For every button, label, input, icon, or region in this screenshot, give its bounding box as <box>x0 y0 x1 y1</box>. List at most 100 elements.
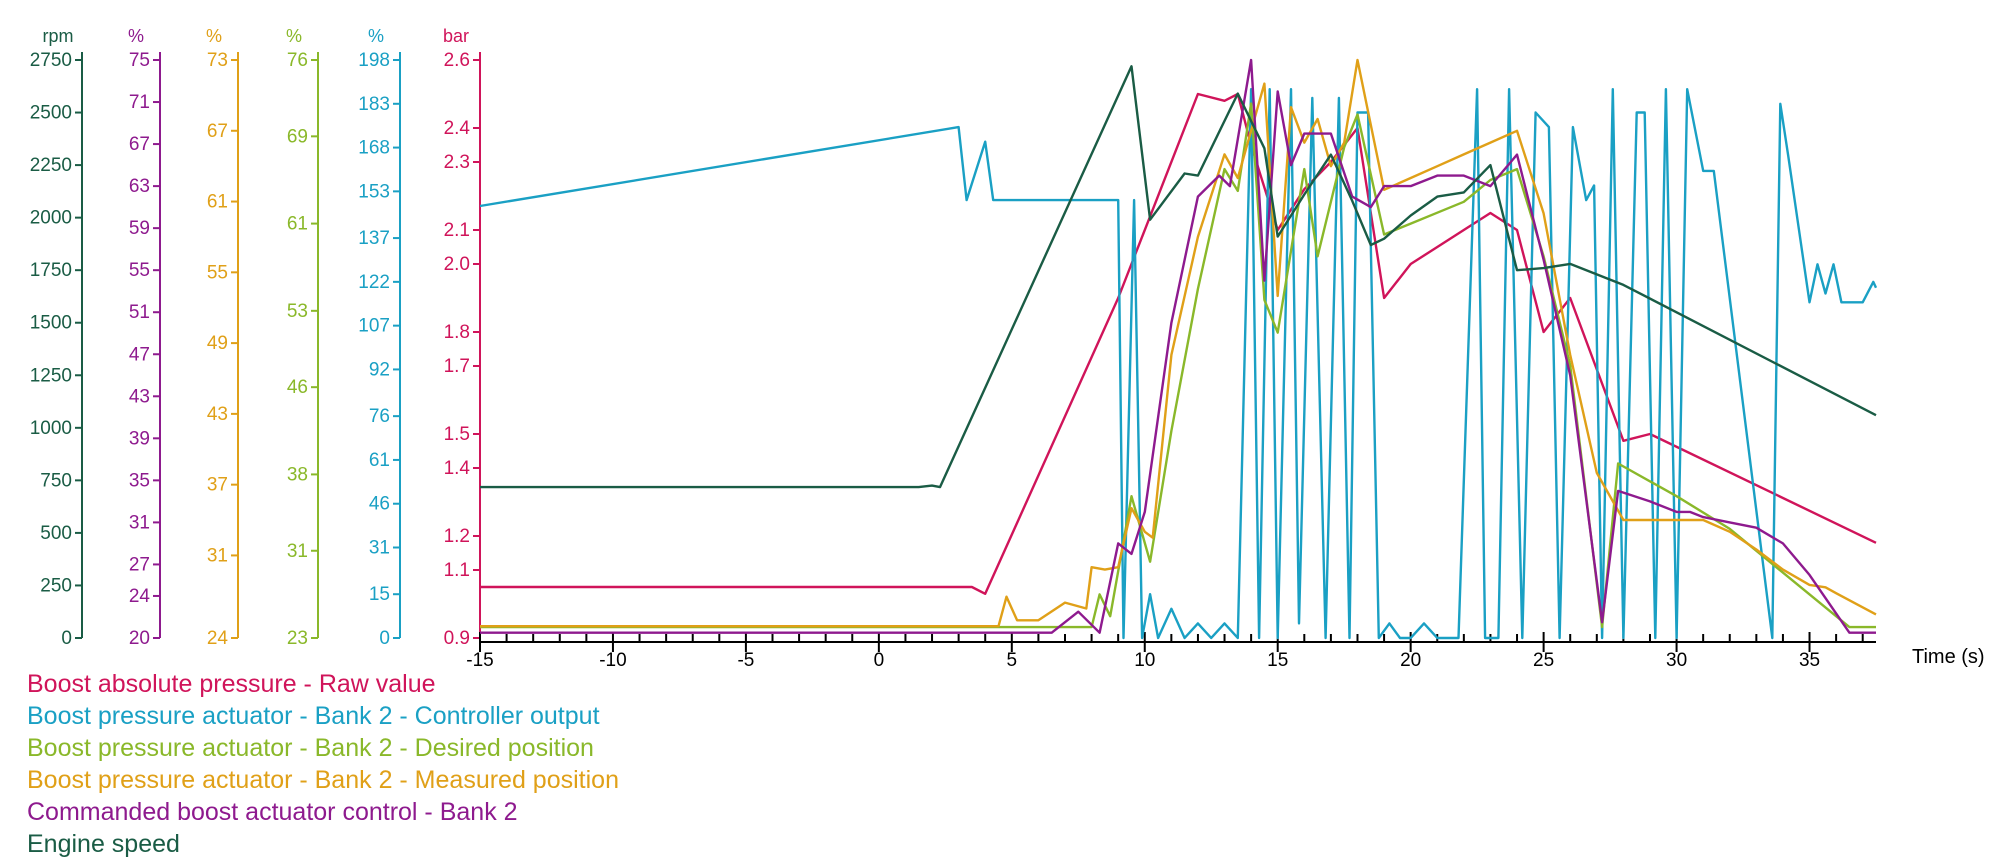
y-tick-label-cmd: 35 <box>129 470 150 491</box>
y-tick-label-rpm: 500 <box>40 523 72 544</box>
y-tick-label-meas: 49 <box>207 333 228 354</box>
y-tick-label-ctrl: 15 <box>369 584 390 605</box>
y-tick-label-meas: 67 <box>207 121 228 142</box>
y-tick-label-bar: 0.9 <box>444 628 470 649</box>
legend-item-measured-position: Boost pressure actuator - Bank 2 - Measu… <box>27 766 619 794</box>
y-tick-label-des: 38 <box>287 464 308 485</box>
y-tick-label-ctrl: 31 <box>369 538 390 559</box>
y-tick-label-bar: 1.1 <box>444 560 470 581</box>
series-line-6 <box>480 65 1877 489</box>
y-tick-label-des: 69 <box>287 126 308 147</box>
x-tick-label: 25 <box>1533 650 1554 671</box>
y-tick-label-rpm: 250 <box>40 575 72 596</box>
y-tick-label-bar: 1.4 <box>444 458 471 479</box>
series-line-2 <box>479 87 1878 640</box>
y-tick-label-des: 23 <box>287 628 308 649</box>
y-tick-label-bar: 2.1 <box>444 220 470 241</box>
x-tick-label: 10 <box>1134 650 1155 671</box>
y-tick-label-bar: 1.8 <box>444 322 470 343</box>
y-tick-label-cmd: 55 <box>129 260 150 281</box>
y-tick-label-meas: 61 <box>207 192 228 213</box>
legend-item-desired-position: Boost pressure actuator - Bank 2 - Desir… <box>27 734 594 762</box>
y-tick-label-meas: 55 <box>207 262 228 283</box>
y-tick-label-ctrl: 153 <box>358 181 390 202</box>
legend-item-commanded-actuator: Commanded boost actuator control - Bank … <box>27 798 518 826</box>
x-tick-label: -10 <box>599 650 626 671</box>
y-tick-label-meas: 24 <box>207 628 229 649</box>
y-tick-label-meas: 73 <box>207 50 228 71</box>
y-tick-label-bar: 2.3 <box>444 152 470 173</box>
y-tick-label-cmd: 75 <box>129 50 150 71</box>
x-tick-label: 0 <box>874 650 885 671</box>
y-tick-label-des: 46 <box>287 377 308 398</box>
y-axis-unit-meas: % <box>206 26 222 46</box>
x-tick-label: 20 <box>1400 650 1421 671</box>
x-tick-label: -15 <box>466 650 493 671</box>
y-tick-label-ctrl: 46 <box>369 494 390 515</box>
y-tick-label-meas: 37 <box>207 475 228 496</box>
y-tick-label-rpm: 750 <box>40 470 72 491</box>
y-axis-des: % 23 31 38 46 53 61 69 76 <box>286 26 319 649</box>
x-axis-title: Time (s) <box>1912 646 1985 668</box>
y-tick-label-cmd: 39 <box>129 428 150 449</box>
y-tick-label-rpm: 1250 <box>30 365 72 386</box>
y-axis-unit-rpm: rpm <box>43 26 74 46</box>
y-axis-unit-ctrl: % <box>368 26 384 46</box>
y-axis-ctrl: % 0 15 31 46 61 76 92 107 122 137 153 168 183 198 <box>358 26 401 649</box>
y-tick-label-rpm: 1000 <box>30 418 72 439</box>
series-line-5 <box>480 58 1876 634</box>
x-tick-label: 35 <box>1799 650 1820 671</box>
y-tick-label-ctrl: 92 <box>369 359 390 380</box>
y-tick-label-cmd: 67 <box>129 134 150 155</box>
y-tick-label-cmd: 51 <box>129 302 150 323</box>
legend: Boost absolute pressure - Raw value Boos… <box>27 668 619 860</box>
y-axes: rpm 0 250 500 750 1000 1250 1500 1750 2000 2250 250… <box>30 26 481 649</box>
y-tick-label-cmd: 43 <box>129 386 150 407</box>
y-axis-unit-bar: bar <box>443 26 469 46</box>
y-tick-label-rpm: 2750 <box>30 50 72 71</box>
y-tick-label-ctrl: 168 <box>358 138 390 159</box>
legend-item-boost-absolute-pressure: Boost absolute pressure - Raw value <box>27 670 436 698</box>
y-tick-label-rpm: 2500 <box>30 103 72 124</box>
y-tick-label-ctrl: 107 <box>358 316 390 337</box>
y-tick-label-rpm: 2250 <box>30 155 72 176</box>
legend-item-engine-speed: Engine speed <box>27 830 180 858</box>
y-tick-label-rpm: 1500 <box>30 313 72 334</box>
y-tick-label-bar: 1.5 <box>444 424 470 445</box>
y-tick-label-cmd: 59 <box>129 218 150 239</box>
y-axis-cmd: % 20 24 27 31 35 39 43 47 51 55 59 63 67 71 75 <box>128 26 161 649</box>
y-tick-label-cmd: 27 <box>129 554 150 575</box>
y-tick-label-cmd: 24 <box>129 586 151 607</box>
y-tick-label-cmd: 20 <box>129 628 150 649</box>
y-tick-label-bar: 2.6 <box>444 50 470 71</box>
y-tick-label-meas: 31 <box>207 545 228 566</box>
legend-item-controller-output: Boost pressure actuator - Bank 2 - Contr… <box>27 702 600 730</box>
y-tick-label-ctrl: 198 <box>358 50 390 71</box>
y-tick-label-bar: 2.0 <box>444 254 470 275</box>
y-tick-label-rpm: 0 <box>61 628 72 649</box>
y-tick-label-cmd: 47 <box>129 344 150 365</box>
y-tick-label-des: 61 <box>287 214 308 235</box>
y-tick-label-ctrl: 183 <box>358 94 390 115</box>
y-tick-label-bar: 2.4 <box>444 118 471 139</box>
y-tick-label-des: 76 <box>287 50 308 71</box>
y-tick-label-des: 53 <box>287 301 308 322</box>
y-tick-label-ctrl: 61 <box>369 450 390 471</box>
y-axis-unit-des: % <box>286 26 302 46</box>
y-tick-label-ctrl: 76 <box>369 406 390 427</box>
x-tick-label: 15 <box>1267 650 1288 671</box>
y-axis-unit-cmd: % <box>128 26 144 46</box>
y-axis-bar: bar 0.9 1.1 1.2 1.4 1.5 1.7 1.8 2.0 2.1 2.3 2.4 2.6 <box>443 26 481 649</box>
y-tick-label-rpm: 1750 <box>30 260 72 281</box>
x-tick-label: 5 <box>1007 650 1018 671</box>
y-tick-label-bar: 1.7 <box>444 356 470 377</box>
y-tick-label-cmd: 63 <box>129 176 150 197</box>
x-tick-label: -5 <box>737 650 754 671</box>
y-tick-label-ctrl: 122 <box>358 272 390 293</box>
y-tick-label-rpm: 2000 <box>30 208 72 229</box>
y-tick-label-ctrl: 137 <box>358 228 390 249</box>
y-tick-label-cmd: 71 <box>129 92 150 113</box>
plot-area <box>479 58 1878 640</box>
x-axis: -15 -10 -5 0 5 10 15 20 25 30 35 Time (s) <box>466 632 1985 671</box>
